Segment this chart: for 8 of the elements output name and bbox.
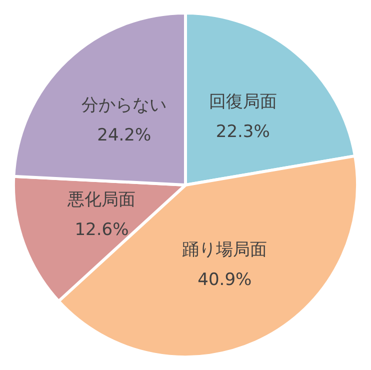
data-label: 40.9% [198, 270, 252, 290]
slice-label: 踊り場局面 [182, 240, 268, 260]
data-label: 24.2% [97, 125, 152, 146]
slice-label: 分からない [82, 95, 167, 116]
data-label: 12.6% [74, 220, 129, 240]
slice-label: 悪化局面 [66, 190, 136, 210]
data-label: 22.3% [216, 122, 270, 142]
slice-label: 回復局面 [208, 92, 277, 112]
